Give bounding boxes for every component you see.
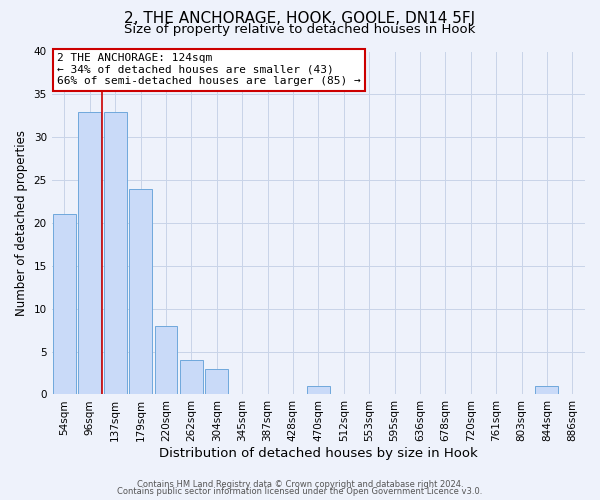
Bar: [205, 368, 228, 394]
X-axis label: Distribution of detached houses by size in Hook: Distribution of detached houses by size …: [159, 447, 478, 460]
Text: 2, THE ANCHORAGE, HOOK, GOOLE, DN14 5FJ: 2, THE ANCHORAGE, HOOK, GOOLE, DN14 5FJ: [124, 12, 476, 26]
Text: Contains HM Land Registry data © Crown copyright and database right 2024.: Contains HM Land Registry data © Crown c…: [137, 480, 463, 489]
Y-axis label: Number of detached properties: Number of detached properties: [15, 130, 28, 316]
Bar: [180, 360, 203, 394]
Bar: [129, 188, 152, 394]
Bar: [79, 112, 101, 395]
Bar: [307, 386, 330, 394]
Bar: [104, 112, 127, 395]
Text: Size of property relative to detached houses in Hook: Size of property relative to detached ho…: [124, 22, 476, 36]
Bar: [535, 386, 559, 394]
Bar: [155, 326, 178, 394]
Bar: [53, 214, 76, 394]
Text: 2 THE ANCHORAGE: 124sqm
← 34% of detached houses are smaller (43)
66% of semi-de: 2 THE ANCHORAGE: 124sqm ← 34% of detache…: [57, 53, 361, 86]
Text: Contains public sector information licensed under the Open Government Licence v3: Contains public sector information licen…: [118, 487, 482, 496]
